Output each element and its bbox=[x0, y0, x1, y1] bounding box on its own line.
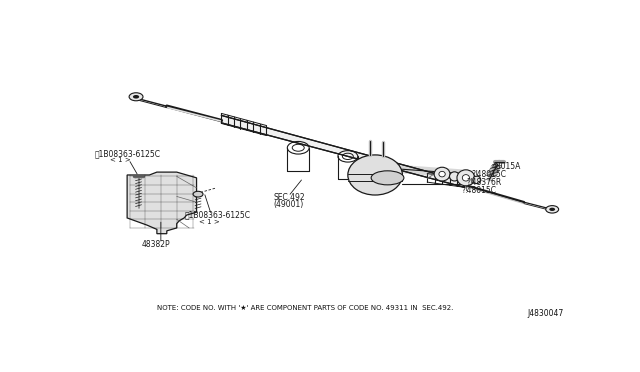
Polygon shape bbox=[221, 115, 465, 187]
Ellipse shape bbox=[371, 171, 404, 185]
Ellipse shape bbox=[449, 172, 460, 181]
Text: < 1 >: < 1 > bbox=[110, 157, 131, 163]
Circle shape bbox=[549, 208, 555, 211]
Text: NOTE: CODE NO. WITH '★' ARE COMPONENT PARTS OF CODE NO. 49311 IN  SEC.492.: NOTE: CODE NO. WITH '★' ARE COMPONENT PA… bbox=[157, 305, 453, 311]
Text: ⁈48015C: ⁈48015C bbox=[461, 186, 496, 195]
Text: ⁈48376R: ⁈48376R bbox=[467, 178, 502, 187]
Text: 48382P: 48382P bbox=[142, 240, 171, 249]
Text: ␧1B08363-6125C: ␧1B08363-6125C bbox=[95, 149, 161, 158]
Ellipse shape bbox=[473, 176, 481, 183]
Ellipse shape bbox=[462, 174, 470, 181]
Text: ⁈48015C: ⁈48015C bbox=[472, 170, 507, 179]
Circle shape bbox=[133, 95, 139, 99]
Circle shape bbox=[129, 93, 143, 101]
Circle shape bbox=[193, 191, 203, 197]
Text: < 1 >: < 1 > bbox=[199, 219, 220, 225]
Text: 48015A: 48015A bbox=[492, 161, 521, 171]
Ellipse shape bbox=[348, 155, 403, 195]
Text: SEC.492: SEC.492 bbox=[273, 193, 305, 202]
Ellipse shape bbox=[434, 167, 450, 181]
Text: J4830047: J4830047 bbox=[527, 310, 564, 318]
Polygon shape bbox=[127, 172, 196, 234]
Ellipse shape bbox=[457, 170, 475, 186]
Text: ␧1B08363-6125C: ␧1B08363-6125C bbox=[184, 211, 250, 219]
Circle shape bbox=[546, 206, 559, 213]
Ellipse shape bbox=[439, 171, 445, 177]
Text: (49001): (49001) bbox=[273, 200, 304, 209]
